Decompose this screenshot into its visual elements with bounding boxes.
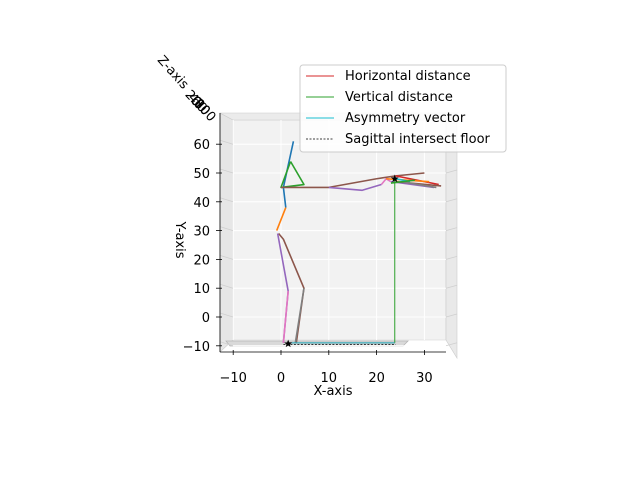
right-pane-gridline [445,198,458,203]
right-pane-gridline [445,342,458,347]
legend-label-horizontal: Horizontal distance [345,69,471,84]
right-pane-gridline [445,227,458,231]
left-pane-gridline [219,168,234,174]
left-pane-gridline [219,283,234,289]
y-tick-label: 20 [193,253,210,268]
plot-data [275,141,442,348]
legend-label-asymmetry: Asymmetry vector [345,111,466,126]
skeleton-segment [400,180,437,189]
y-tick-label: 50 [193,167,210,182]
y-tick-label: 60 [193,138,210,153]
right-pane-gridline [445,284,458,289]
legend-label-sagittal: Sagittal intersect floor [345,132,491,147]
skeleton-segment [281,172,425,189]
skeleton-segment [282,291,289,343]
legend-box [299,64,507,153]
right-pane-gridline [445,313,458,318]
left-pane-gridline [219,255,234,260]
x-tick-label: 0 [277,371,285,386]
y-tick-label: 0 [202,311,210,326]
x-tick-label: 20 [368,371,385,386]
right-pane-gridline [445,256,458,260]
y-axis-label: Y-axis [172,220,187,258]
x-tick-label: −10 [219,371,246,386]
left-pane-gridline [219,197,234,203]
y-tick-label: 40 [193,196,210,211]
x-axis-label: X-axis [314,384,353,399]
left-pane-gridline [219,139,234,145]
skeleton-segment [275,207,287,231]
back-pane [232,119,447,341]
left-pane-gridline [219,312,234,318]
legend-label-vertical: Vertical distance [345,90,453,105]
x-tick-label: 10 [321,371,338,386]
y-tick-label: 30 [193,225,210,240]
z-axis-label: Z-axis [154,53,192,92]
right-pane-gridline [445,169,458,174]
x-tick-label: 30 [416,371,433,386]
skeleton-segment [294,288,305,344]
y-tick-label: −10 [183,340,210,355]
skeleton-segment [280,161,305,189]
y-tick-label: 10 [193,282,210,297]
floor-plane [225,340,409,347]
star-marker [284,339,293,348]
left-pane-gridline [219,226,234,231]
star-marker [390,174,399,183]
skeleton-segment [328,183,382,192]
left-pane-gridline [219,341,234,347]
legend: Horizontal distance Vertical distance As… [299,64,507,153]
